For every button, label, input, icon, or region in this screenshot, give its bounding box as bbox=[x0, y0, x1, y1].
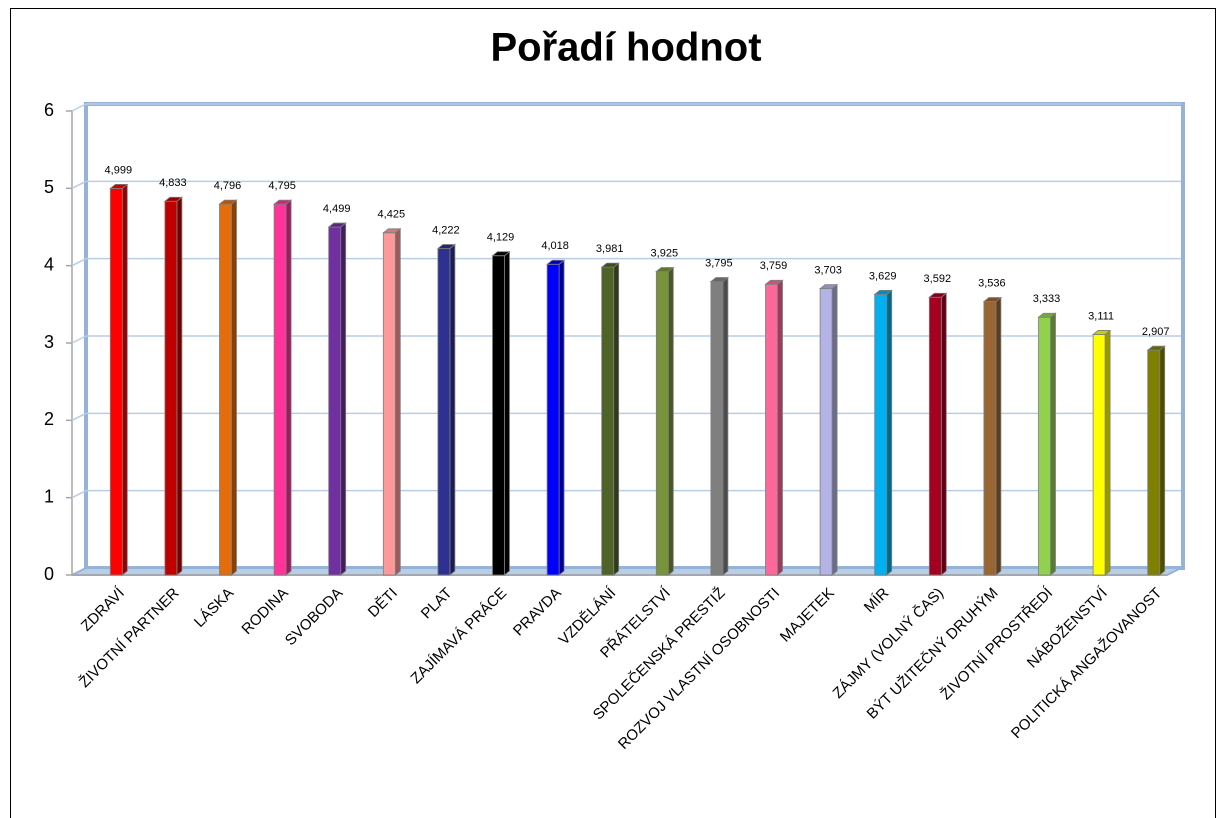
bar bbox=[437, 248, 451, 576]
bar-side bbox=[449, 243, 456, 576]
bar-side bbox=[394, 227, 401, 576]
bar-side bbox=[1104, 329, 1111, 576]
bar-top bbox=[655, 267, 675, 272]
bar-side bbox=[340, 222, 347, 576]
data-label: 4,222 bbox=[432, 224, 460, 236]
bar-top bbox=[709, 277, 730, 282]
bar bbox=[109, 188, 123, 576]
data-label: 3,333 bbox=[1033, 293, 1061, 305]
data-label: 4,796 bbox=[214, 180, 242, 192]
y-tick-label: 6 bbox=[44, 100, 54, 120]
data-label: 3,759 bbox=[760, 260, 788, 272]
bar bbox=[164, 200, 178, 576]
bar-top bbox=[491, 251, 511, 257]
grid-line bbox=[71, 180, 87, 190]
data-label: 3,981 bbox=[596, 243, 624, 255]
y-tick-label: 1 bbox=[44, 486, 54, 506]
bar-top bbox=[1037, 312, 1057, 318]
grid-line bbox=[71, 257, 87, 267]
bar-side bbox=[1050, 312, 1056, 576]
data-label: 4,129 bbox=[487, 232, 515, 244]
bar-side bbox=[777, 279, 783, 576]
bar-side bbox=[667, 266, 674, 576]
bar-side bbox=[722, 276, 729, 576]
bar bbox=[928, 296, 942, 576]
bar-side bbox=[231, 199, 237, 576]
bar-side bbox=[613, 262, 620, 576]
bar-top bbox=[545, 259, 566, 265]
bar bbox=[219, 203, 232, 576]
y-tick-label: 2 bbox=[44, 409, 54, 429]
bar bbox=[983, 301, 997, 576]
grid-line bbox=[71, 335, 87, 344]
bar bbox=[492, 255, 505, 576]
bar-top bbox=[272, 199, 293, 205]
bar-side bbox=[1159, 345, 1166, 576]
bar-side bbox=[995, 296, 1002, 576]
bar-top bbox=[382, 228, 402, 234]
bar bbox=[328, 226, 342, 576]
bar bbox=[601, 266, 615, 576]
y-tick-label: 4 bbox=[44, 254, 54, 274]
floor bbox=[71, 567, 1182, 576]
bar bbox=[765, 283, 778, 576]
grid-line bbox=[71, 489, 87, 499]
bar-top bbox=[600, 262, 620, 268]
bar-side bbox=[831, 283, 838, 576]
data-label: 3,629 bbox=[869, 270, 897, 282]
grid-line bbox=[71, 103, 87, 112]
bar-top bbox=[109, 184, 129, 189]
bar-top bbox=[218, 199, 238, 205]
chart-title: Pořadí hodnot bbox=[490, 26, 761, 70]
data-label: 3,111 bbox=[1088, 310, 1114, 322]
y-tick-label: 0 bbox=[44, 564, 54, 584]
bar-side bbox=[121, 183, 128, 576]
bar-side bbox=[558, 259, 565, 576]
bar-top bbox=[1091, 330, 1112, 335]
bar-top bbox=[764, 279, 784, 285]
data-label: 3,703 bbox=[814, 265, 842, 277]
data-label: 3,536 bbox=[978, 277, 1006, 289]
y-tick-label: 5 bbox=[44, 177, 54, 197]
data-label: 4,018 bbox=[541, 240, 569, 252]
bar-side bbox=[285, 199, 292, 576]
bar bbox=[546, 263, 560, 576]
bar-top bbox=[818, 284, 839, 290]
bar-top bbox=[1146, 345, 1166, 351]
bar bbox=[655, 271, 669, 576]
data-label: 4,795 bbox=[268, 180, 296, 192]
bar-top bbox=[873, 289, 893, 295]
data-label: 4,425 bbox=[378, 209, 406, 221]
bar-top bbox=[928, 292, 948, 298]
bar bbox=[874, 293, 888, 576]
data-label: 3,592 bbox=[924, 273, 952, 285]
bar-side bbox=[886, 289, 893, 576]
data-label: 4,999 bbox=[105, 164, 133, 176]
y-tick-label: 3 bbox=[44, 332, 54, 352]
bar-side bbox=[504, 250, 510, 576]
bar-side bbox=[940, 292, 947, 576]
bar bbox=[1092, 334, 1106, 576]
data-label: 4,833 bbox=[159, 177, 187, 189]
data-label: 2,907 bbox=[1142, 326, 1170, 338]
bar bbox=[710, 281, 724, 576]
bar bbox=[273, 203, 287, 576]
data-label: 4,499 bbox=[323, 203, 351, 215]
bar-top bbox=[982, 297, 1003, 302]
data-label: 3,925 bbox=[651, 247, 679, 259]
bar bbox=[819, 288, 833, 576]
bar-side bbox=[176, 196, 183, 576]
bar bbox=[1038, 316, 1051, 576]
bar-top bbox=[327, 222, 347, 228]
data-label: 3,795 bbox=[705, 257, 733, 269]
bar-top bbox=[163, 196, 184, 202]
bar-top bbox=[436, 244, 457, 249]
grid-line bbox=[71, 412, 87, 422]
bar bbox=[1147, 349, 1161, 576]
bar bbox=[382, 232, 396, 576]
